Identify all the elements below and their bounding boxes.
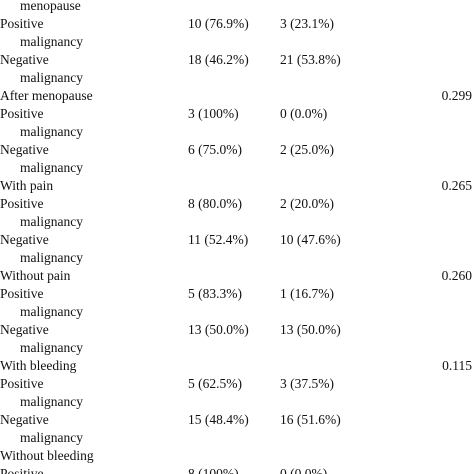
count-cell: 10 (47.6%) [280, 232, 341, 247]
count-cell: 6 (75.0%) [188, 142, 242, 157]
row-label: Negative [0, 412, 49, 427]
count-cell: 0 (0.0%) [280, 466, 328, 474]
row-label: Without pain [0, 268, 71, 283]
count-cell: 5 (83.3%) [188, 286, 242, 301]
row-label: Positive [0, 376, 44, 391]
count-cell: 13 (50.0%) [188, 322, 249, 337]
row-label: Positive [0, 16, 44, 31]
count-cell: 8 (80.0%) [188, 196, 242, 211]
count-cell: 0 (0.0%) [280, 106, 328, 121]
count-cell: 10 (76.9%) [188, 16, 249, 31]
count-cell: 21 (53.8%) [280, 52, 341, 67]
p-value: 0.265 [441, 178, 472, 193]
row-label: Positive [0, 106, 44, 121]
row-label-continued: malignancy [20, 124, 83, 139]
count-cell: 3 (100%) [188, 106, 239, 121]
row-label: Positive [0, 466, 44, 474]
p-value: 0.115 [442, 358, 472, 373]
count-cell: 3 (37.5%) [280, 376, 334, 391]
row-label-continued: malignancy [20, 430, 83, 445]
row-label-continued: malignancy [20, 160, 83, 175]
count-cell: 15 (48.4%) [188, 412, 249, 427]
row-label-continued: malignancy [20, 340, 83, 355]
row-label: Without bleeding [0, 448, 94, 463]
count-cell: 3 (23.1%) [280, 16, 334, 31]
count-cell: 2 (20.0%) [280, 196, 334, 211]
p-value: 0.260 [441, 268, 472, 283]
row-label-continued: malignancy [20, 250, 83, 265]
count-cell: 2 (25.0%) [280, 142, 334, 157]
row-label: Negative [0, 52, 49, 67]
row-label: Negative [0, 322, 49, 337]
p-value: 0.299 [441, 88, 472, 103]
count-cell: 1 (16.7%) [280, 286, 334, 301]
row-label-continued: menopause [20, 0, 81, 13]
row-label-continued: malignancy [20, 214, 83, 229]
row-label: With bleeding [0, 358, 77, 373]
row-label: With pain [0, 178, 54, 193]
row-label-continued: malignancy [20, 304, 83, 319]
row-label-continued: malignancy [20, 34, 83, 49]
count-cell: 16 (51.6%) [280, 412, 341, 427]
count-cell: 8 (100%) [188, 466, 239, 474]
count-cell: 18 (46.2%) [188, 52, 249, 67]
row-label-continued: malignancy [20, 394, 83, 409]
row-label: After menopause [0, 88, 93, 103]
row-label-continued: malignancy [20, 70, 83, 85]
count-cell: 5 (62.5%) [188, 376, 242, 391]
count-cell: 13 (50.0%) [280, 322, 341, 337]
row-label: Positive [0, 196, 44, 211]
count-cell: 11 (52.4%) [188, 232, 249, 247]
row-label: Negative [0, 232, 49, 247]
row-label: Negative [0, 142, 49, 157]
row-label: Positive [0, 286, 44, 301]
